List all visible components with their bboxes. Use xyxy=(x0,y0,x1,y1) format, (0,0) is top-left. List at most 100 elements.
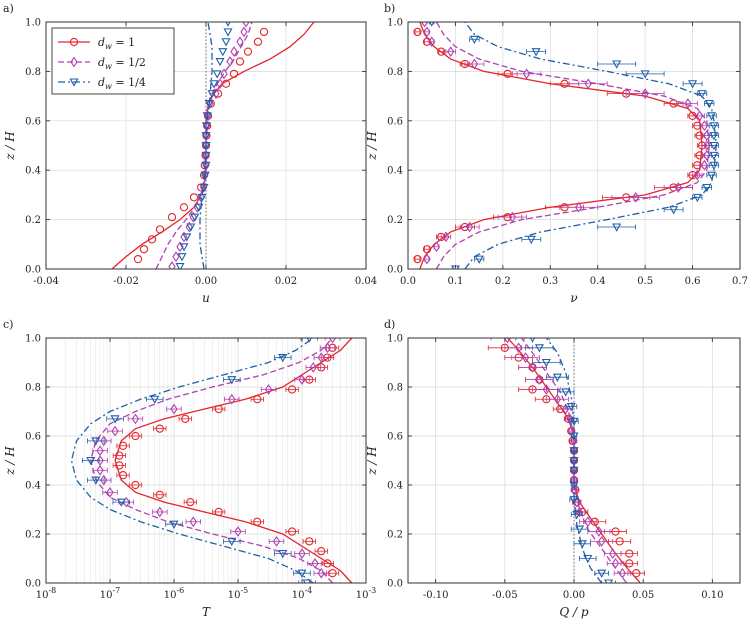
x-axis-label: u xyxy=(202,291,210,305)
data-point-dw14 xyxy=(707,171,717,180)
data-point-dw14 xyxy=(302,579,312,583)
series-dw14 xyxy=(428,22,720,269)
panel-d: -0.10 -0.05 0.00 0.05 0.10 0.0 0.2 0.4 0.6 0.8 1.0… xyxy=(365,318,741,619)
plot-area xyxy=(413,22,720,269)
data-point-dw14 xyxy=(531,48,541,57)
data-point-dw1 xyxy=(305,537,314,546)
data-point-dw1 xyxy=(155,225,165,234)
y-tick-label: 0.0 xyxy=(387,265,403,276)
data-point-dw1 xyxy=(131,431,140,441)
data-point-dw14 xyxy=(709,132,719,141)
data-point-dw12 xyxy=(570,435,578,447)
data-point-dw12 xyxy=(172,251,180,263)
data-point-dw12 xyxy=(700,159,709,171)
data-point-dw12 xyxy=(311,558,319,569)
data-point-dw14 xyxy=(707,112,717,121)
data-point-dw12 xyxy=(131,413,140,425)
data-point-dw12 xyxy=(553,393,562,405)
data-point-dw14 xyxy=(202,112,212,121)
data-point-dw14 xyxy=(91,437,101,446)
series-dw12 xyxy=(420,22,712,269)
data-point-dw1 xyxy=(133,254,143,264)
data-point-dw12 xyxy=(609,548,617,559)
panel-label: b) xyxy=(384,2,395,15)
data-point-dw1 xyxy=(253,517,262,526)
data-point-dw12 xyxy=(100,474,108,486)
x-tick-label: 0.5 xyxy=(637,276,653,287)
data-point-dw14 xyxy=(572,510,582,520)
x-tick-label: 0.00 xyxy=(195,276,217,287)
y-tick-label: 0.8 xyxy=(387,383,403,394)
data-point-dw12 xyxy=(228,393,236,405)
data-point-dw12 xyxy=(584,516,592,528)
data-point-dw14 xyxy=(201,122,211,131)
data-point-dw14 xyxy=(204,99,214,109)
data-point-dw1 xyxy=(147,235,157,244)
data-point-dw14 xyxy=(215,57,225,67)
data-point-dw1 xyxy=(317,547,326,556)
data-point-dw14 xyxy=(709,151,719,161)
data-point-dw14 xyxy=(569,481,579,490)
data-point-dw14 xyxy=(223,28,233,37)
data-point-dw1 xyxy=(253,37,263,46)
data-point-dw1 xyxy=(259,27,269,37)
data-point-dw12 xyxy=(216,78,224,90)
data-point-dw1 xyxy=(632,569,641,578)
series-line-dw14 xyxy=(70,338,314,583)
panel-label: c) xyxy=(3,318,13,331)
data-point-dw1 xyxy=(214,404,223,414)
data-point-dw12 xyxy=(100,435,108,447)
x-tick-label: -0.02 xyxy=(113,276,139,287)
data-point-dw1 xyxy=(155,490,164,499)
legend-label-dw12: dw = 1/2 xyxy=(98,56,146,71)
data-point-dw12 xyxy=(542,384,550,395)
data-point-dw1 xyxy=(615,537,624,546)
data-point-dw12 xyxy=(240,26,248,38)
data-point-dw1 xyxy=(197,183,206,192)
series-dw12 xyxy=(90,338,341,583)
data-point-dw1 xyxy=(413,27,422,37)
x-tick-label: 10-5 xyxy=(228,586,249,601)
series-dw14 xyxy=(175,22,233,269)
y-tick-label: 0.2 xyxy=(387,530,403,541)
panel-b: 0.0 0.1 0.2 0.3 0.4 0.5 0.6 0.7 0.0 0.2 0.4 0.6 0.8 1… xyxy=(365,2,748,305)
axes-frame xyxy=(45,337,367,584)
data-point-dw14 xyxy=(704,99,714,109)
data-point-dw14 xyxy=(201,132,211,141)
data-point-dw14 xyxy=(207,90,217,99)
x-tick-label: 0.4 xyxy=(590,276,606,287)
series-line-dw1 xyxy=(114,338,353,583)
data-point-dw14 xyxy=(91,476,101,485)
data-point-dw12 xyxy=(432,241,441,253)
data-point-dw14 xyxy=(218,48,228,57)
data-point-dw1 xyxy=(167,212,177,222)
data-point-dw14 xyxy=(566,403,576,412)
series-line-dw14 xyxy=(545,338,603,583)
data-point-dw14 xyxy=(569,447,579,456)
data-point-dw12 xyxy=(176,241,184,253)
data-point-dw12 xyxy=(693,169,701,181)
panel-c: 10-8 10-7 10-6 10-5 10-4 10-3 0.0 0.2 0.4 0.6 0.8 1… xyxy=(3,318,376,619)
data-point-dw12 xyxy=(317,352,325,363)
data-point-dw14 xyxy=(583,554,593,564)
data-point-dw12 xyxy=(423,26,431,38)
data-point-dw12 xyxy=(236,36,244,48)
data-point-dw14 xyxy=(561,388,571,397)
data-point-dw14 xyxy=(669,206,679,215)
data-point-dw12 xyxy=(242,22,250,28)
y-tick-label: 0.4 xyxy=(25,481,41,492)
data-point-dw14 xyxy=(212,70,222,79)
y-tick-label: 0.0 xyxy=(25,265,41,276)
data-point-dw14 xyxy=(116,498,126,507)
series-line-dw12 xyxy=(435,22,710,269)
data-point-dw1 xyxy=(243,47,253,56)
data-point-dw1 xyxy=(235,57,245,66)
data-point-dw12 xyxy=(674,182,683,193)
data-point-dw14 xyxy=(297,569,307,578)
x-tick-label: 0.6 xyxy=(685,276,701,287)
x-tick-label: 10-7 xyxy=(100,586,121,601)
data-point-dw14 xyxy=(541,358,551,368)
data-point-dw14 xyxy=(209,80,219,89)
data-point-dw14 xyxy=(175,262,185,269)
data-point-dw12 xyxy=(328,338,337,344)
